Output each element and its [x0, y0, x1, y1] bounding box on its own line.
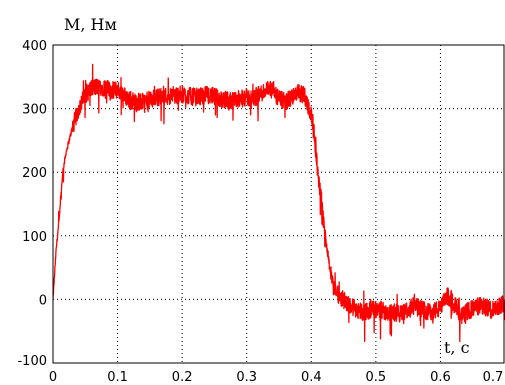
y-tick-labels: -100 0 100 200 300 400 — [17, 39, 47, 369]
y-tick-label: 100 — [22, 230, 47, 245]
x-tick-labels: 0 0.1 0.2 0.3 0.4 0.5 0.6 0.7 — [49, 370, 503, 385]
x-tick-label: 0.3 — [236, 370, 257, 385]
x-tick-label: 0.5 — [366, 370, 387, 385]
x-axis-label: t, c — [444, 338, 470, 357]
plot-frame — [52, 44, 505, 364]
y-axis-label: M, Нм — [64, 15, 117, 34]
x-tick-label: 0.4 — [301, 370, 322, 385]
x-tick-label: 0 — [49, 370, 57, 385]
y-tick-label: 0 — [39, 293, 47, 308]
series-line — [53, 63, 505, 343]
y-tick-label: 200 — [22, 166, 47, 181]
plot-area — [53, 63, 505, 343]
x-tick-label: 0.2 — [172, 370, 193, 385]
x-tick-label: 0.1 — [107, 370, 128, 385]
y-tick-label: 300 — [22, 103, 47, 118]
x-tick-label: 0.6 — [430, 370, 451, 385]
y-tick-label: -100 — [17, 354, 47, 369]
x-tick-label: 0.7 — [483, 370, 504, 385]
y-tick-label: 400 — [22, 39, 47, 54]
